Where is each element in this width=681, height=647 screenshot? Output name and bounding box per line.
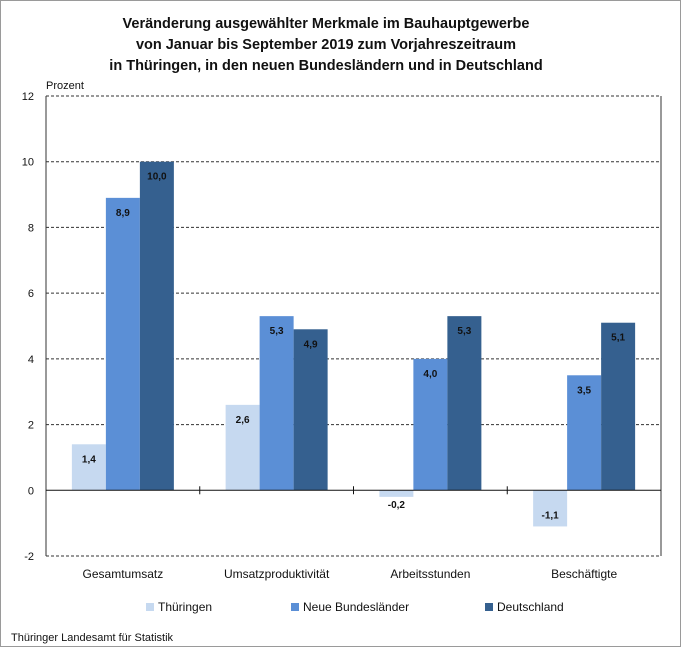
bar: [139, 161, 174, 491]
y-tick-label: 8: [28, 222, 34, 234]
data-label: 2,6: [236, 415, 250, 426]
chart-title-line-2: von Januar bis September 2019 zum Vorjah…: [136, 37, 516, 53]
bar: [533, 490, 568, 527]
data-label: 1,4: [82, 454, 96, 465]
source-note: Thüringer Landesamt für Statistik: [11, 632, 174, 644]
chart-title-line-3: in Thüringen, in den neuen Bundesländern…: [109, 58, 542, 74]
data-label: 5,3: [457, 326, 471, 337]
data-label: 5,3: [270, 326, 284, 337]
bar: [293, 329, 328, 491]
bar: [105, 197, 140, 491]
y-tick-label: 10: [22, 157, 34, 169]
y-axis-label: Prozent: [46, 80, 84, 92]
data-label: -1,1: [542, 510, 560, 521]
y-tick-label: 0: [28, 485, 34, 497]
y-tick-label: 2: [28, 420, 34, 432]
bar: [447, 316, 482, 491]
bar: [567, 375, 602, 491]
legend-label: Deutschland: [497, 600, 564, 614]
legend-label: Thüringen: [158, 600, 212, 614]
data-label: -0,2: [388, 500, 406, 511]
legend-label: Neue Bundesländer: [303, 600, 409, 614]
bar: [601, 322, 636, 491]
data-label: 4,0: [423, 369, 437, 380]
y-tick-label: -2: [24, 551, 34, 563]
bar: [379, 490, 414, 497]
y-tick-label: 4: [28, 354, 34, 366]
data-label: 4,9: [304, 339, 318, 350]
y-tick-label: 12: [22, 91, 34, 103]
data-label: 10,0: [147, 172, 167, 183]
chart-title-line-1: Veränderung ausgewählter Merkmale im Bau…: [123, 16, 530, 32]
legend-swatch: [146, 603, 154, 611]
data-label: 3,5: [577, 385, 591, 396]
x-category-label: Gesamtumsatz: [83, 567, 164, 581]
x-category-label: Arbeitsstunden: [390, 567, 470, 581]
bar: [413, 358, 448, 491]
legend-swatch: [485, 603, 493, 611]
x-category-label: Umsatzproduktivität: [224, 567, 330, 581]
y-tick-label: 6: [28, 288, 34, 300]
x-category-label: Beschäftigte: [551, 567, 617, 581]
bar: [71, 444, 106, 491]
data-label: 8,9: [116, 208, 130, 219]
bar: [259, 316, 294, 491]
legend-swatch: [291, 603, 299, 611]
bar: [225, 404, 260, 491]
data-label: 5,1: [611, 333, 625, 344]
